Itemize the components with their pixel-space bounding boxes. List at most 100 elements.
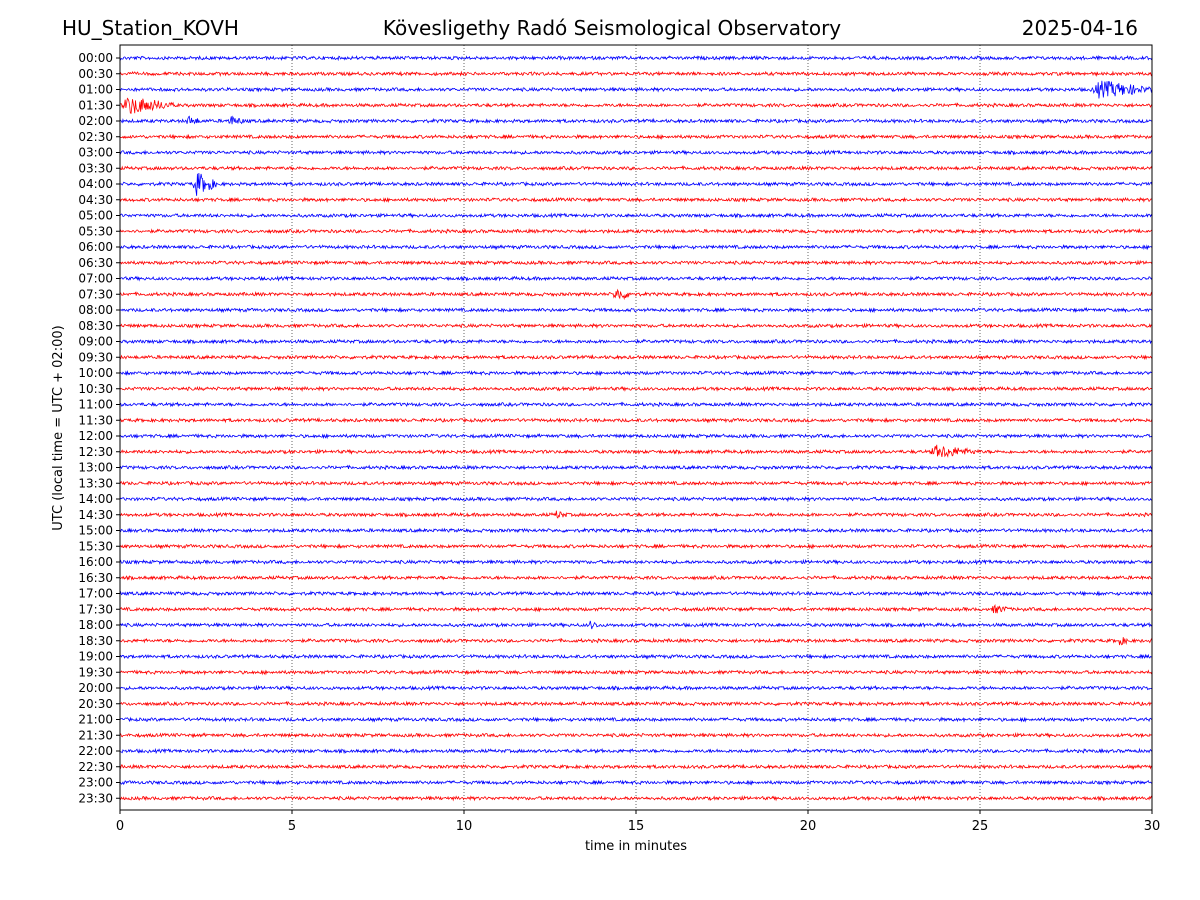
trace-0000 [119,54,1153,62]
y-tick-label: 23:30 [78,791,113,805]
y-tick-label: 05:30 [78,224,113,238]
y-tick-label: 23:00 [78,776,113,790]
y-tick-label: 22:30 [78,760,113,774]
trace-0430 [119,196,1153,204]
x-tick-label: 5 [288,819,296,834]
y-tick-label: 20:30 [78,697,113,711]
x-tick-label: 0 [116,819,124,834]
x-axis: 0 5 10 15 20 25 30 [116,810,1160,834]
trace-1830 [119,637,1153,646]
trace-1730 [119,604,1153,614]
trace-2200 [119,747,1153,755]
trace-0800 [119,307,1153,314]
y-tick-label: 13:00 [78,461,113,475]
y-tick-label: 11:00 [78,398,113,412]
y-tick-label: 15:30 [78,539,113,553]
trace-2330 [119,795,1153,802]
observatory-title: Kövesligethy Radó Seismological Observat… [382,16,842,40]
trace-1200 [119,433,1153,440]
trace-1500 [119,527,1153,534]
y-tick-label: 00:00 [78,51,113,65]
trace-0700 [119,275,1153,282]
y-tick-label: 21:30 [78,728,113,742]
trace-0530 [119,227,1153,235]
y-tick-label: 07:00 [78,272,113,286]
y-tick-label: 09:30 [78,350,113,364]
trace-1000 [119,370,1153,377]
trace-0630 [119,259,1153,267]
y-tick-label: 04:00 [78,177,113,191]
y-tick-label: 12:00 [78,429,113,443]
y-tick-label: 09:00 [78,335,113,349]
trace-0730 [119,288,1153,301]
trace-1630 [119,574,1153,581]
trace-2000 [119,684,1153,692]
trace-0400 [119,172,1153,196]
trace-1330 [119,480,1153,487]
trace-1900 [119,653,1153,660]
trace-1400 [119,495,1153,503]
y-tick-label: 08:30 [78,319,113,333]
y-tick-label: 19:00 [78,650,113,664]
y-tick-label: 14:30 [78,508,113,522]
y-tick-label: 10:30 [78,382,113,396]
y-tick-label: 01:30 [78,98,113,112]
y-tick-label: 21:00 [78,713,113,727]
x-tick-label: 25 [972,819,989,834]
y-tick-label: 06:00 [78,240,113,254]
trace-1300 [119,464,1153,471]
y-tick-label: 13:30 [78,476,113,490]
x-axis-label: time in minutes [585,839,687,854]
traces [119,54,1153,802]
y-tick-label: 18:30 [78,634,113,648]
y-tick-label: 05:00 [78,209,113,223]
y-tick-label: 07:30 [78,287,113,301]
trace-0300 [119,149,1153,156]
trace-2100 [119,716,1153,723]
y-tick-label: 17:30 [78,602,113,616]
vertical-grid [291,45,981,810]
trace-1030 [119,385,1153,393]
y-tick-label: 18:00 [78,618,113,632]
trace-0830 [119,322,1153,330]
trace-0230 [119,133,1153,140]
y-tick-label: 00:30 [78,67,113,81]
trace-0500 [119,212,1153,219]
trace-0330 [119,164,1153,172]
trace-1800 [119,620,1153,630]
trace-1600 [119,558,1153,566]
y-tick-label: 20:00 [78,681,113,695]
trace-1930 [119,669,1153,676]
trace-0030 [119,70,1153,77]
trace-0200 [119,115,1153,125]
y-tick-label: 06:30 [78,256,113,270]
y-axis-label: UTC (local time = UTC + 02:00) [51,325,66,530]
y-tick-label: 11:30 [78,413,113,427]
trace-0600 [120,244,1153,251]
y-tick-label: 19:30 [78,665,113,679]
trace-0130 [119,97,1153,114]
y-tick-label: 02:30 [78,130,113,144]
trace-2030 [119,700,1153,707]
station-title: HU_Station_KOVH [62,16,239,40]
x-tick-label: 30 [1144,819,1161,834]
y-tick-label: 15:00 [78,524,113,538]
trace-0930 [119,353,1153,361]
date-title: 2025-04-16 [1021,16,1138,40]
y-tick-label: 10:00 [78,366,113,380]
y-tick-label: 01:00 [78,83,113,97]
y-tick-label: 03:00 [78,146,113,160]
x-tick-label: 20 [800,819,817,834]
trace-1130 [119,416,1153,424]
y-tick-label: 22:00 [78,744,113,758]
trace-1230 [119,444,1153,458]
x-tick-label: 15 [628,819,645,834]
trace-2230 [119,763,1153,770]
y-tick-label: 04:30 [78,193,113,207]
y-tick-label: 16:30 [78,571,113,585]
trace-1700 [119,590,1153,597]
y-tick-label: 03:30 [78,161,113,175]
x-tick-label: 10 [456,819,473,834]
